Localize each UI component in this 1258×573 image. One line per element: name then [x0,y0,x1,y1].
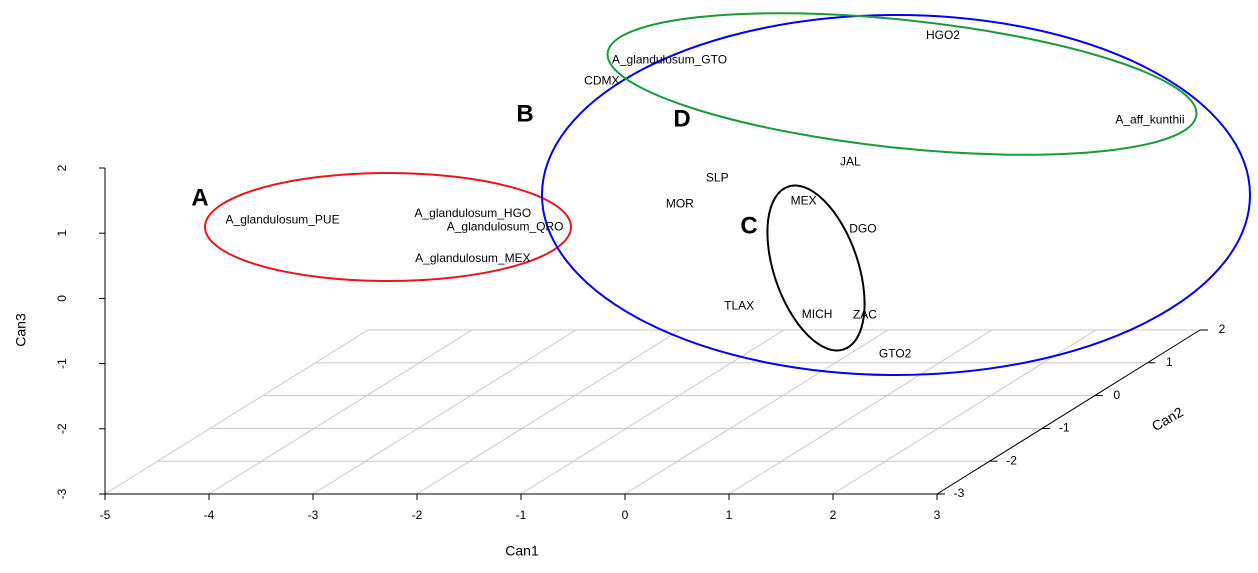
x-tick-label: 0 [622,508,629,522]
x-tick-label: -4 [204,508,215,522]
point-label: A_glandulosum_PUE [226,212,340,226]
point-label: A_glandulosum_GTO [612,53,727,67]
point-label: ZAC [853,308,877,322]
y-tick-label: -2 [1006,453,1017,467]
grid-line [312,329,577,495]
point-label: MICH [802,307,833,321]
y-tick-label: 0 [1113,388,1120,402]
x-tick-label: -3 [308,508,319,522]
grid-line [416,329,681,495]
group-label: A [191,184,208,211]
point-label: MOR [666,197,694,211]
x-tick-label: -2 [412,508,423,522]
point-label: A_glandulosum_QRO [447,220,564,234]
x-tick-label: 2 [830,508,837,522]
point-label: HGO2 [926,28,960,42]
point-label: CDMX [584,74,619,88]
point-label: JAL [840,154,861,168]
z-tick-label: -3 [55,488,69,499]
x-tick-label: 3 [934,508,941,522]
z-tick-label: -1 [55,358,69,369]
y-axis [936,329,1201,495]
group-ellipse [766,184,866,352]
y-tick-label: -1 [1059,421,1070,435]
point-label: GTO2 [879,347,912,361]
point-label: MEX [791,193,817,207]
x-axis-title: Can1 [505,543,539,559]
y-tick-label: -3 [954,486,965,500]
point-label: TLAX [724,298,754,312]
group-ellipse [204,172,572,282]
z-tick-label: 0 [55,295,69,302]
group-ellipse [541,14,1251,376]
grid-line [728,329,993,495]
point-label: A_glandulosum_MEX [415,251,530,265]
grid-line [520,329,785,495]
group-label: D [673,105,690,132]
z-tick-label: 2 [55,164,69,171]
x-tick-label: -5 [100,508,111,522]
y-tick-label: 1 [1166,355,1173,369]
grid-line [208,329,473,495]
y-axis-title: Can2 [1149,403,1186,434]
point-label: A_glandulosum_HGO [415,206,532,220]
point-label: A_aff_kunthii [1115,113,1184,127]
grid-line [624,329,889,495]
z-tick-label: 1 [55,230,69,237]
group-label: C [740,212,757,239]
point-label: DGO [849,222,876,236]
point-label: SLP [706,171,729,185]
grid-line [104,329,369,495]
x-tick-label: -1 [516,508,527,522]
group-ellipse [606,12,1198,156]
x-tick-label: 1 [726,508,733,522]
group-label: B [516,100,533,127]
z-axis-title: Can3 [13,313,29,347]
z-tick-label: -2 [55,423,69,434]
y-tick-label: 2 [1219,322,1226,336]
